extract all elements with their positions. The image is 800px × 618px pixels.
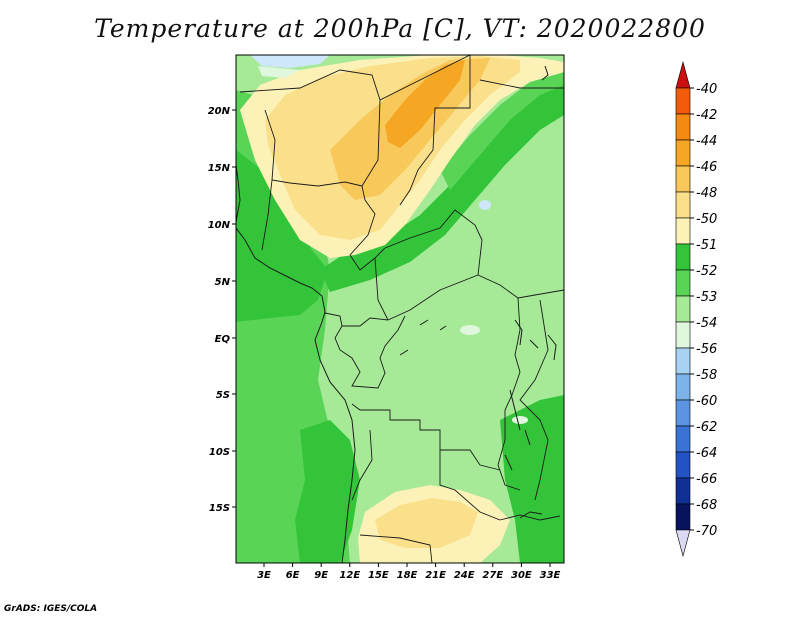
map-panel	[236, 55, 564, 563]
lat-tick-label: 15N	[208, 163, 231, 174]
lat-tick-label: EQ	[215, 334, 231, 345]
colorbar-segment	[675, 425, 691, 453]
lon-tick-label: 27E	[482, 570, 503, 581]
colorbar-segment	[675, 165, 691, 193]
lon-tick-label: 9E	[314, 570, 328, 581]
colorbar-label: -52	[696, 264, 717, 279]
field-north-pale-blue	[250, 55, 330, 68]
field-sw-dark-green	[295, 420, 360, 563]
colorbar-segment	[675, 113, 691, 141]
colorbar-segment	[675, 295, 691, 323]
colorbar-segment	[675, 477, 691, 505]
grads-credit: GrADS: IGES/COLA	[4, 604, 98, 614]
latitude-axis: 20N 15N 10N 5N EQ 5S 10S 15S	[208, 106, 236, 514]
colorbar-bottom-arrow	[675, 529, 691, 558]
colorbar-segment	[675, 399, 691, 427]
colorbar-segment	[675, 139, 691, 167]
field-sahara-deep	[385, 60, 465, 148]
colorbar-segment	[675, 217, 691, 245]
colorbar-label: -64	[696, 446, 717, 461]
lat-tick-label: 5N	[215, 277, 231, 288]
lon-tick-label: 21E	[425, 570, 446, 581]
colorbar-label: -70	[696, 524, 717, 539]
field-south-light	[375, 498, 478, 548]
coastlines	[236, 65, 557, 563]
colorbar-segment	[675, 321, 691, 349]
colorbar-label: -48	[696, 186, 717, 201]
colorbar-label: -54	[696, 316, 717, 331]
field-spot-pale-3	[512, 416, 528, 424]
colorbar-label: -68	[696, 498, 717, 513]
colorbar-segment	[675, 503, 691, 531]
colorbar-top-arrow	[675, 60, 691, 89]
lon-tick-label: 12E	[339, 570, 360, 581]
field-west-dark-green	[236, 150, 328, 322]
lat-tick-label: 15S	[209, 503, 230, 514]
map-frame	[235, 54, 565, 564]
lon-tick-label: 33E	[540, 570, 561, 581]
colorbar-segment	[675, 347, 691, 375]
colorbar-label: -51	[696, 238, 717, 253]
colorbar-segment	[675, 269, 691, 297]
map-title: Temperature at 200hPa [C], VT: 202002280…	[94, 14, 706, 43]
lon-tick-label: 30E	[511, 570, 532, 581]
colorbar-segment	[675, 451, 691, 479]
colorbar-segment	[675, 87, 691, 115]
lon-tick-label: 18E	[397, 570, 418, 581]
field-spot-pale-2	[460, 325, 480, 335]
colorbar-label: -46	[696, 160, 717, 175]
colorbar-label: -60	[696, 394, 717, 409]
colorbar: -40 -42 -44 -46 -48 -50 -51 -52 -53 -54 -56 -58 -60 -…	[675, 60, 717, 558]
lat-tick-label: 5S	[216, 390, 230, 401]
colorbar-label: -40	[696, 82, 717, 97]
colorbar-label: -42	[696, 108, 717, 123]
lon-tick-label: 24E	[454, 570, 475, 581]
colorbar-segment	[675, 191, 691, 219]
field-spot-pale-1	[479, 200, 491, 210]
longitude-axis: 3E 6E 9E 12E 15E 18E 21E 24E 27E 30E 33E	[257, 563, 561, 581]
lat-tick-label: 10N	[208, 220, 231, 231]
lon-tick-label: 15E	[368, 570, 389, 581]
colorbar-label: -56	[696, 342, 717, 357]
colorbar-label: -53	[696, 290, 717, 305]
country-borders	[239, 55, 564, 563]
field-north-pale-green	[258, 66, 300, 78]
field-se-dark-green	[500, 395, 564, 563]
colorbar-label: -58	[696, 368, 717, 383]
lon-tick-label: 6E	[286, 570, 300, 581]
lat-tick-label: 20N	[208, 106, 231, 117]
colorbar-label: -44	[696, 134, 717, 149]
field-ne-mid-green	[440, 72, 564, 190]
colorbar-segment	[675, 373, 691, 401]
colorbar-label: -50	[696, 212, 717, 227]
colorbar-label: -66	[696, 472, 717, 487]
colorbar-label: -62	[696, 420, 717, 435]
lon-tick-label: 3E	[257, 570, 271, 581]
colorbar-segment	[675, 243, 691, 271]
lat-tick-label: 10S	[209, 447, 230, 458]
